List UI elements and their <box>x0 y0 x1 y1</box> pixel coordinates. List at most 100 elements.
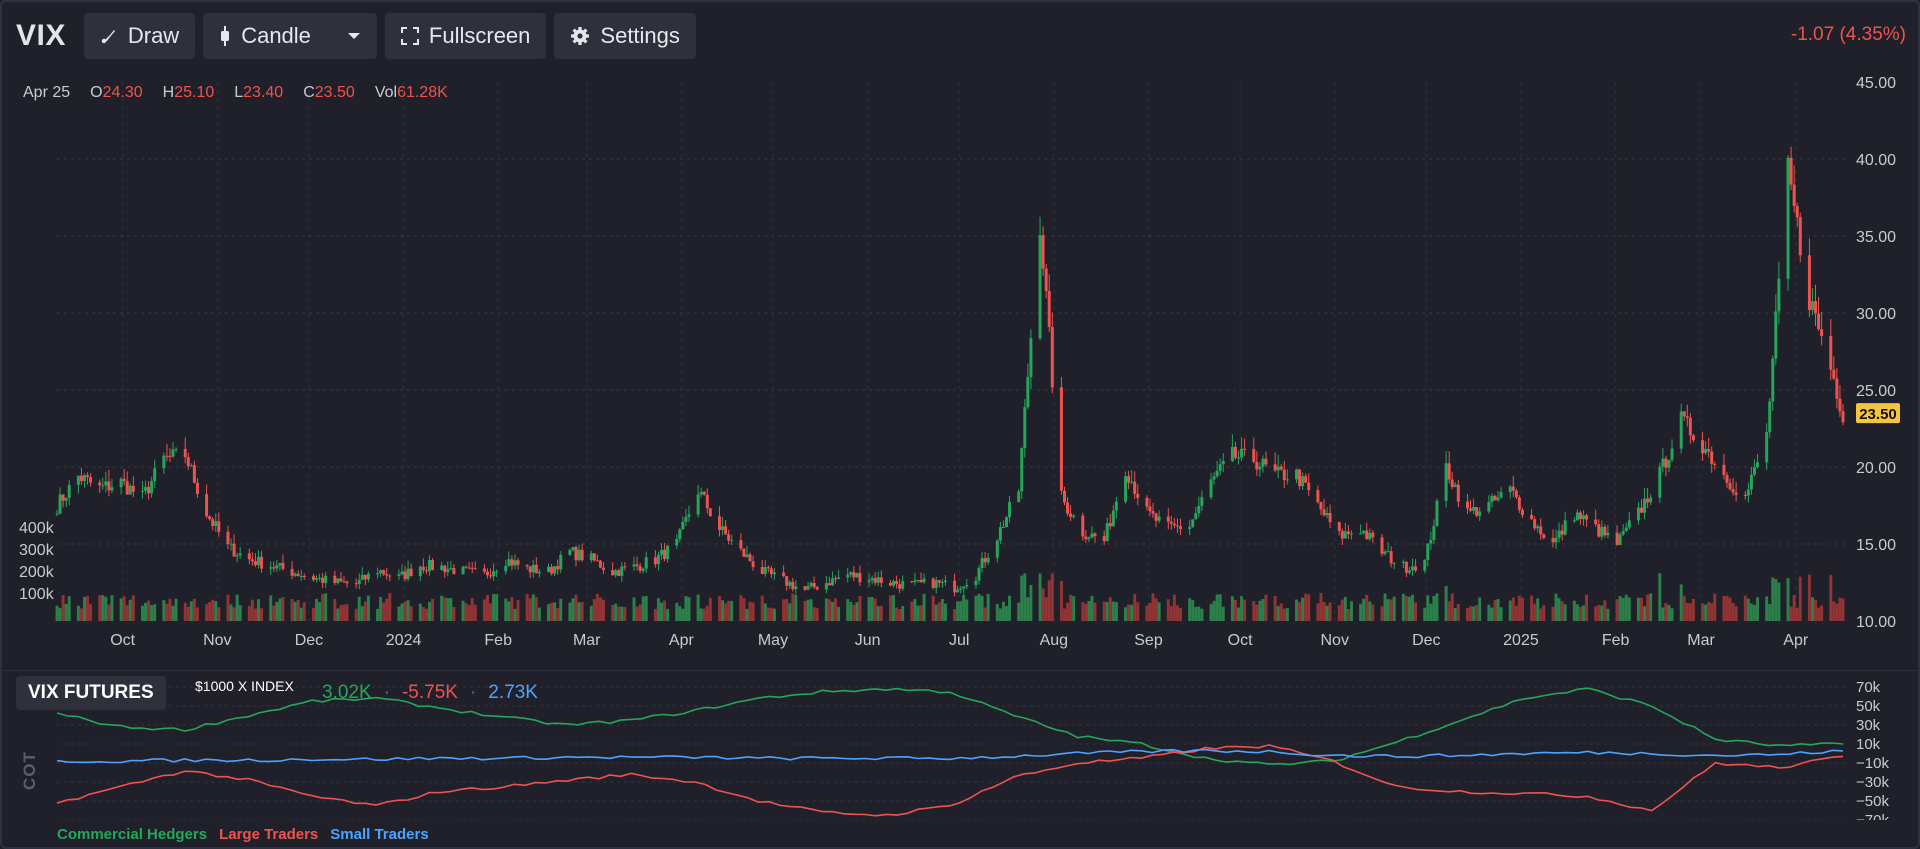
volume-bar <box>64 603 68 621</box>
candle <box>656 551 660 571</box>
candle-body <box>1062 490 1066 503</box>
candle-body <box>1392 562 1396 564</box>
candle <box>772 568 776 580</box>
candle <box>1542 533 1546 540</box>
candle-body <box>678 529 682 539</box>
candle-body <box>440 565 444 570</box>
candle-body <box>901 581 905 589</box>
candle-body <box>556 566 560 570</box>
candle <box>589 550 593 563</box>
volume-bar <box>1252 601 1256 621</box>
candle-body <box>763 567 767 575</box>
candle <box>1136 484 1140 506</box>
candle <box>67 480 71 506</box>
candle <box>1017 489 1021 503</box>
cot-chart[interactable]: 70k 50k 30k 10k −10k −30k −50k −70k <box>0 670 1920 820</box>
candle-body <box>192 465 196 483</box>
candle-body <box>1728 482 1732 490</box>
cot-index-label: $1000 X INDEX <box>195 678 294 694</box>
candle-body <box>1261 458 1265 467</box>
candle <box>360 567 364 581</box>
cot-title-badge: VIX FUTURES <box>16 676 166 710</box>
volume-bar <box>739 595 743 621</box>
volume-bar <box>1701 603 1705 621</box>
y-tick-label: 20.00 <box>1856 460 1896 477</box>
volume-bar <box>1658 573 1662 621</box>
candle-body <box>1414 566 1418 571</box>
candle <box>89 473 93 487</box>
draw-button[interactable]: Draw <box>83 13 196 59</box>
candle-body <box>1215 470 1219 477</box>
candle <box>922 573 926 584</box>
candle <box>959 585 963 594</box>
candle <box>782 565 786 578</box>
y-tick-label: −50k <box>1856 793 1889 810</box>
candle <box>1444 451 1448 508</box>
candle <box>1728 478 1732 491</box>
candle <box>1346 524 1350 540</box>
candle-body <box>827 583 831 586</box>
candle-body <box>1661 458 1665 467</box>
volume-bar <box>959 601 963 621</box>
candle-body <box>1240 448 1244 458</box>
settings-button[interactable]: Settings <box>554 13 696 59</box>
candle <box>507 551 511 567</box>
candle-body <box>574 547 578 561</box>
candle <box>357 573 361 590</box>
candle-body <box>107 481 111 491</box>
candle-body <box>1151 511 1155 514</box>
candle <box>1343 522 1347 539</box>
candle <box>1218 458 1222 476</box>
candle-body <box>1148 506 1152 512</box>
volume-bar <box>214 601 218 621</box>
candle <box>592 553 596 562</box>
volume-bar <box>953 608 957 621</box>
chart-type-dropdown[interactable]: Candle <box>203 13 377 59</box>
volume-bar <box>803 600 807 621</box>
candle <box>1261 455 1265 473</box>
volume-bar <box>217 607 221 621</box>
candle <box>1197 496 1201 518</box>
volume-bar <box>1594 606 1598 621</box>
volume-bar <box>702 608 706 621</box>
candle-body <box>464 566 468 568</box>
volume-bar <box>1640 597 1643 621</box>
candle <box>1365 522 1369 540</box>
candle <box>834 575 838 584</box>
volume-bar <box>1575 604 1579 621</box>
candle-body <box>1029 338 1033 378</box>
candle <box>510 555 514 571</box>
candle <box>916 579 920 583</box>
candle-body <box>366 573 370 580</box>
candlestick-chart[interactable]: 45.00 40.00 35.00 30.00 25.00 20.00 15.00 10.00… <box>0 70 1920 660</box>
volume-bar <box>1789 606 1793 621</box>
candle-body <box>86 475 90 478</box>
candle <box>440 561 444 571</box>
volume-bar <box>1475 605 1479 621</box>
volume-bar <box>174 598 178 621</box>
candle-body <box>879 577 883 583</box>
candle-body <box>1743 494 1747 496</box>
candle-body <box>1499 492 1503 498</box>
candle <box>910 580 914 584</box>
candle-body <box>1084 536 1088 540</box>
candle-body <box>1276 466 1280 471</box>
volume-bar <box>1456 603 1460 621</box>
volume-bar <box>235 594 239 621</box>
candle-body <box>1624 527 1628 532</box>
candle-body <box>382 570 386 575</box>
candle-body <box>1807 255 1811 311</box>
volume-bar <box>1621 597 1625 621</box>
volume-bar <box>195 607 199 621</box>
candle-body <box>727 534 731 541</box>
candle-body <box>61 494 65 501</box>
candle <box>253 553 257 568</box>
candle <box>1380 534 1384 557</box>
candle-body <box>379 570 383 574</box>
fullscreen-button[interactable]: Fullscreen <box>384 13 547 59</box>
candle <box>382 569 386 576</box>
candle-body <box>794 586 798 590</box>
candle <box>1325 506 1329 519</box>
candle-body <box>962 586 966 589</box>
volume-bar <box>1127 604 1131 621</box>
